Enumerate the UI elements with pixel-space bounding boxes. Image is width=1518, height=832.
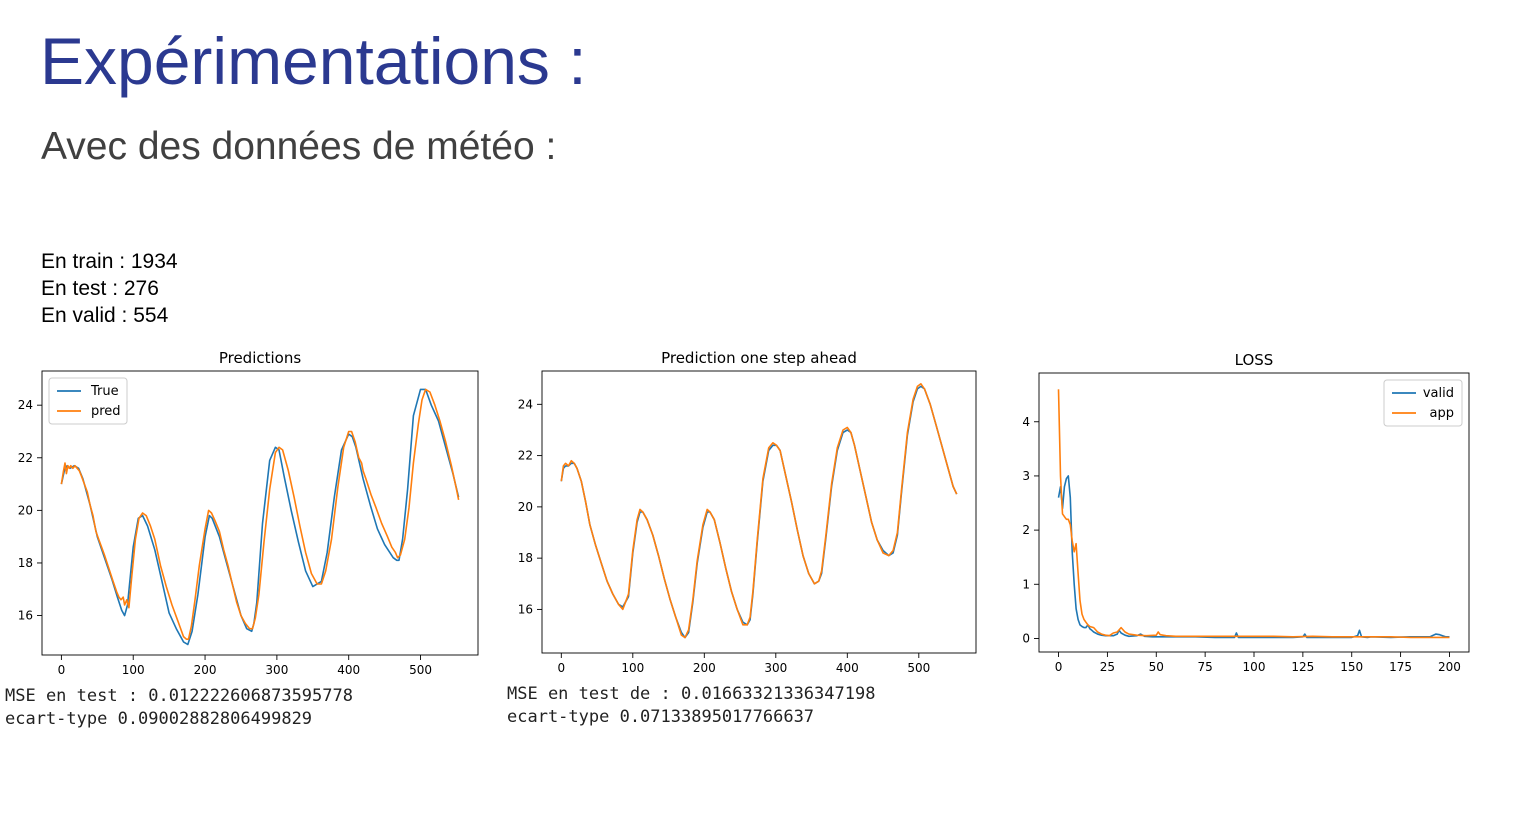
predictions-ytick-label: 24 (18, 398, 33, 412)
predictions-xtick-label: 0 (58, 663, 66, 677)
loss-legend-label-app: app (1430, 406, 1454, 421)
predictions-legend (48, 377, 128, 425)
loss-xtick-label: 125 (1291, 660, 1314, 674)
loss-ytick-label: 2 (1022, 523, 1030, 537)
loss-series-app (1057, 389, 1450, 639)
predictions-chart: Predictions 0 100 200 300 400 500 16 18 20 22 24 Tru… (5, 340, 485, 680)
predictions-xtick-label: 300 (265, 663, 288, 677)
valid-count: En valid : 554 (41, 304, 169, 327)
loss-series-valid (1057, 475, 1450, 639)
loss-xtick-label: 200 (1438, 660, 1461, 674)
predictions-std: ecart-type 0.09002882806499829 (5, 709, 313, 729)
predictions-plot-frame (41, 370, 479, 656)
predictions-legend-label-true: True (90, 384, 119, 399)
one-step-series-blue (560, 385, 958, 639)
predictions-mse: MSE en test : 0.012222606873595778 (5, 686, 353, 706)
predictions-xtick-label: 400 (337, 663, 360, 677)
predictions-xtick-label: 500 (409, 663, 432, 677)
loss-ytick-label: 1 (1022, 577, 1030, 591)
test-count: En test : 276 (41, 277, 159, 300)
loss-chart-title: LOSS (1235, 351, 1274, 369)
slide-subtitle: Avec des données de météo : (41, 125, 557, 168)
loss-legend-label-valid: valid (1423, 386, 1454, 401)
slide-title: Expérimentations : (40, 24, 587, 98)
predictions-series-pred (60, 388, 460, 641)
loss-ytick-label: 0 (1022, 631, 1030, 645)
one-step-ytick-label: 22 (518, 449, 533, 463)
loss-xtick-label: 175 (1389, 660, 1412, 674)
one-step-series-orange (560, 382, 958, 639)
dataset-counts: En train : 1934 En test : 276 En valid :… (41, 248, 178, 329)
loss-xtick-label: 50 (1149, 660, 1164, 674)
predictions-ytick-label: 20 (18, 503, 33, 517)
predictions-series-true (60, 388, 460, 646)
loss-xtick-label: 150 (1340, 660, 1363, 674)
predictions-xtick-label: 200 (194, 663, 217, 677)
predictions-stats: MSE en test : 0.012222606873595778 ecart… (5, 685, 353, 731)
loss-xtick-label: 75 (1197, 660, 1212, 674)
one-step-xtick-label: 400 (836, 661, 859, 675)
loss-xtick-label: 0 (1055, 660, 1063, 674)
train-count: En train : 1934 (41, 250, 178, 273)
loss-ytick-label: 3 (1022, 469, 1030, 483)
one-step-std: ecart-type 0.07133895017766637 (507, 707, 815, 727)
one-step-chart-title: Prediction one step ahead (661, 349, 857, 367)
one-step-plot-frame (541, 370, 977, 654)
predictions-ytick-label: 16 (18, 609, 33, 623)
one-step-chart: Prediction one step ahead 0 100 200 300 400 50… (507, 340, 987, 680)
loss-ytick-label: 4 (1022, 415, 1030, 429)
one-step-mse: MSE en test de : 0.01663321336347198 (507, 684, 876, 704)
one-step-xtick-label: 300 (764, 661, 787, 675)
one-step-stats: MSE en test de : 0.01663321336347198 eca… (507, 683, 875, 729)
loss-xtick-label: 100 (1243, 660, 1266, 674)
loss-xtick-label: 25 (1100, 660, 1115, 674)
one-step-chart-svg: Prediction one step ahead 0 100 200 300 400 50… (518, 349, 977, 675)
one-step-ytick-label: 24 (518, 397, 533, 411)
one-step-ytick-label: 18 (518, 551, 533, 565)
predictions-chart-title: Predictions (219, 349, 302, 367)
one-step-ytick-label: 20 (518, 500, 533, 514)
one-step-xtick-label: 200 (693, 661, 716, 675)
predictions-legend-label-pred: pred (91, 404, 121, 419)
loss-legend (1383, 379, 1463, 427)
predictions-xtick-label: 100 (122, 663, 145, 677)
loss-chart-svg: LOSS 0 25 50 75 100 125 150 175 200 0 1 2 3 4 valid app (1022, 351, 1470, 674)
one-step-xtick-label: 100 (621, 661, 644, 675)
one-step-xtick-label: 500 (907, 661, 930, 675)
one-step-ytick-label: 16 (518, 602, 533, 616)
predictions-chart-svg: Predictions 0 100 200 300 400 500 16 18 20 22 24 Tru… (18, 349, 479, 677)
loss-chart: LOSS 0 25 50 75 100 125 150 175 200 0 1 2 3 4 valid app (1000, 340, 1480, 680)
one-step-xtick-label: 0 (557, 661, 565, 675)
predictions-ytick-label: 22 (18, 451, 33, 465)
predictions-ytick-label: 18 (18, 556, 33, 570)
